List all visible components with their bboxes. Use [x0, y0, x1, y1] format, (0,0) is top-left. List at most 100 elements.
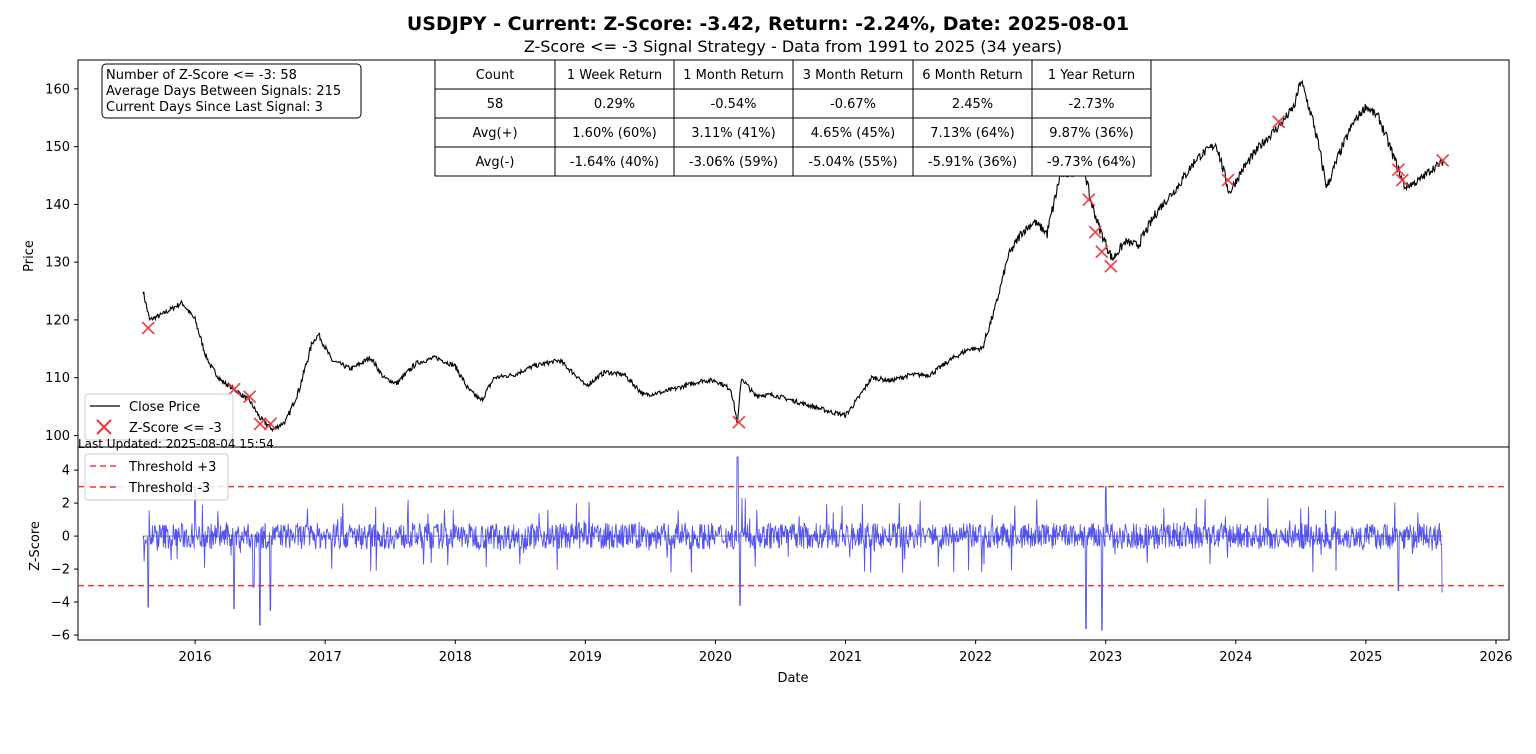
table-cell: -2.73%	[1069, 97, 1115, 112]
zscore-ylabel: Z-Score	[28, 521, 43, 571]
date-x-tick-label: 2023	[1089, 650, 1122, 665]
table-cell: 58	[487, 97, 504, 112]
table-cell: -3.06% (59%)	[689, 155, 778, 170]
table-cell: 2.45%	[952, 97, 993, 112]
price-panel: Price 100 110 120 130 140 150 160 Number of Z-…	[22, 59, 1510, 451]
price-y-tick-label: 140	[45, 198, 70, 213]
zscore-y-tick-label: −4	[51, 596, 70, 611]
returns-table: Count 1 Week Return 1 Month Return 3 Month …	[434, 59, 1152, 177]
legend-threshold-minus3-label: Threshold -3	[128, 481, 210, 496]
signal-marker	[1095, 245, 1109, 259]
date-x-tick-label: 2024	[1219, 650, 1252, 665]
date-x-tick-label: 2021	[829, 650, 862, 665]
price-y-tick-label: 110	[45, 371, 70, 386]
zscore-y-tick-label: −2	[51, 563, 70, 578]
signal-marker	[732, 415, 746, 429]
chart-subtitle: Z-Score <= -3 Signal Strategy - Data fro…	[524, 37, 1062, 56]
signal-marker-stroke	[1088, 225, 1102, 239]
zscore-legend-frame	[84, 453, 229, 501]
signal-marker-stroke	[141, 321, 155, 335]
signal-markers	[141, 115, 1450, 431]
table-cell: 9.87% (36%)	[1049, 126, 1133, 141]
signal-marker	[141, 321, 155, 335]
zscore-y-tick-label: 4	[62, 464, 70, 479]
legend-signal-swatch	[96, 419, 112, 435]
zscore-y-tick-label: −6	[51, 629, 70, 644]
signal-marker	[253, 417, 267, 431]
zscore-y-tick-label: 0	[62, 530, 70, 545]
table-cell-border	[1031, 146, 1152, 177]
zscore-legend: Threshold +3 Threshold -3	[84, 453, 229, 501]
date-x-tick-label: 2019	[569, 650, 602, 665]
zscore-xlabel: Date	[777, 671, 808, 686]
legend-signal-label: Z-Score <= -3	[129, 421, 222, 436]
close-price-line	[142, 79, 1445, 433]
table-header-cell: Count	[476, 68, 515, 83]
table-cell: -9.73% (64%)	[1047, 155, 1136, 170]
price-legend: Close Price Z-Score <= -3	[84, 393, 234, 441]
signal-marker	[1221, 173, 1235, 187]
table-cell: -1.64% (40%)	[570, 155, 659, 170]
date-x-tick-label: 2025	[1349, 650, 1382, 665]
zscore-axes-frame	[77, 446, 1510, 641]
zscore-y-ticks: −6 −4 −2 0 2 4	[51, 464, 78, 644]
date-x-tick-label: 2026	[1479, 650, 1512, 665]
signal-marker	[1088, 225, 1102, 239]
last-updated-annotation: Last Updated: 2025-08-04 15:54	[78, 437, 274, 451]
signal-marker-stroke	[732, 415, 746, 429]
price-y-ticks: 100 110 120 130 140 150 160	[45, 82, 78, 444]
table-header-cell: 6 Month Return	[922, 68, 1022, 83]
signal-marker-stroke	[1104, 259, 1118, 273]
table-header-cell: 1 Year Return	[1048, 68, 1135, 83]
signal-marker-stroke	[1436, 153, 1450, 168]
signal-marker-stroke	[1082, 193, 1096, 207]
legend-threshold-plus3-label: Threshold +3	[128, 460, 216, 475]
signal-marker	[227, 382, 241, 396]
signal-marker-stroke	[243, 390, 257, 404]
zscore-panel: Z-Score −6−4−2024 2016 2017 2018 2019 2020 20…	[28, 446, 1513, 686]
date-x-tick-label: 2016	[179, 650, 212, 665]
price-y-tick-label: 150	[45, 140, 70, 155]
table-cell: Avg(-)	[476, 155, 515, 170]
table-header-cell: 1 Month Return	[683, 68, 783, 83]
table-cell: -0.54%	[711, 97, 757, 112]
table-cell: 3.11% (41%)	[691, 126, 775, 141]
date-x-tick-label: 2020	[699, 650, 732, 665]
price-y-tick-label: 130	[45, 256, 70, 271]
table-cell: 4.65% (45%)	[811, 126, 895, 141]
signal-marker	[1391, 163, 1406, 177]
zscore-line	[142, 456, 1443, 631]
signal-marker-stroke	[263, 417, 278, 431]
stats-box: Number of Z-Score <= -3: 58 Average Days…	[101, 63, 362, 119]
chart-title: USDJPY - Current: Z-Score: -3.42, Return…	[407, 13, 1129, 35]
stats-count: Number of Z-Score <= -3: 58	[106, 68, 297, 83]
signal-marker	[1082, 193, 1096, 207]
table-cell: -0.67%	[830, 97, 876, 112]
signal-marker-stroke	[1391, 163, 1406, 177]
stats-box-frame	[101, 63, 362, 119]
price-y-tick-label: 160	[45, 82, 70, 97]
signal-marker	[243, 390, 257, 404]
legend-close-price-label: Close Price	[129, 400, 200, 415]
date-x-tick-label: 2018	[439, 650, 472, 665]
table-cell: Avg(+)	[472, 126, 517, 141]
signal-marker	[1395, 173, 1409, 187]
signal-marker-stroke	[1272, 115, 1286, 129]
date-x-ticks: 2016 2017 2018 2019 2020 2021 2022 2023 2024 2025…	[179, 640, 1513, 665]
table-cell: 7.13% (64%)	[930, 126, 1014, 141]
price-y-tick-label: 120	[45, 313, 70, 328]
table-cell: -5.04% (55%)	[808, 155, 897, 170]
table-cell: -5.91% (36%)	[928, 155, 1017, 170]
signal-marker-stroke	[227, 382, 241, 396]
table-header-cell: 1 Week Return	[567, 68, 662, 83]
table-header-cell: 3 Month Return	[803, 68, 903, 83]
signal-marker-stroke	[1395, 173, 1409, 187]
signal-marker	[1436, 153, 1450, 168]
price-ylabel: Price	[22, 240, 37, 272]
stats-days-since: Current Days Since Last Signal: 3	[106, 100, 323, 115]
table-cell: 1.60% (60%)	[572, 126, 656, 141]
signal-marker	[1272, 115, 1286, 129]
signal-marker	[263, 417, 278, 431]
signal-marker-stroke	[1095, 245, 1109, 259]
